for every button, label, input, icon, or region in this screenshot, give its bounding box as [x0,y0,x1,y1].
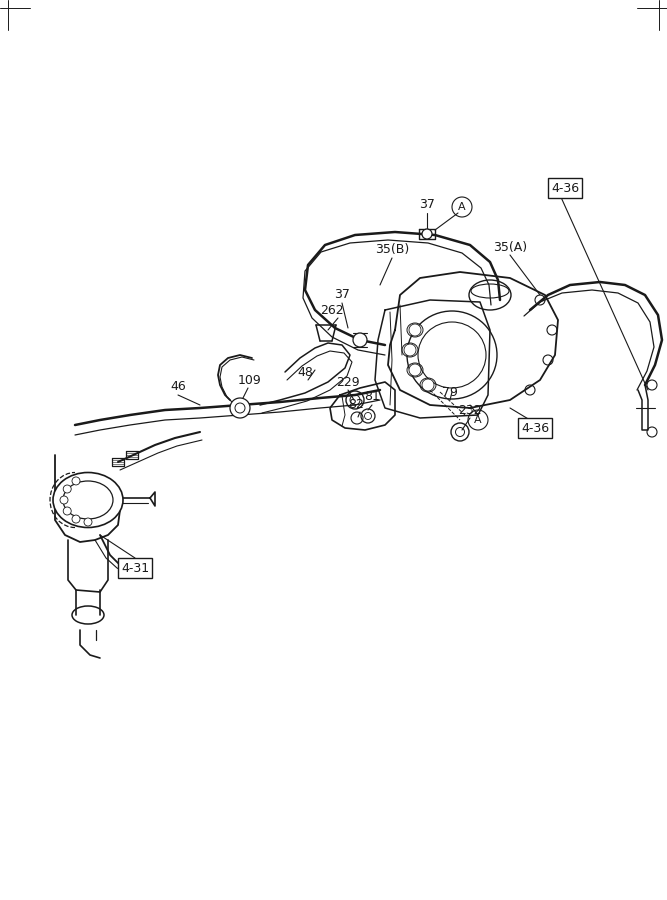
Circle shape [60,496,68,504]
Text: 35(A): 35(A) [493,241,527,255]
Circle shape [404,344,416,356]
Circle shape [353,333,367,347]
Text: 81: 81 [364,391,380,403]
Text: 46: 46 [170,381,186,393]
Text: 4-36: 4-36 [521,421,549,435]
Text: 48: 48 [297,365,313,379]
Text: A: A [458,202,466,212]
Text: 79: 79 [442,385,458,399]
Ellipse shape [53,472,123,527]
Text: 4-36: 4-36 [551,182,579,194]
Circle shape [63,485,71,493]
Text: 37: 37 [334,289,350,302]
Circle shape [72,477,80,485]
Circle shape [409,364,421,376]
Text: 232: 232 [458,403,482,417]
Text: 4-31: 4-31 [121,562,149,574]
Circle shape [63,507,71,515]
Text: A: A [474,415,482,425]
Circle shape [230,398,250,418]
Text: 35(B): 35(B) [375,244,409,256]
Circle shape [422,379,434,391]
Text: 262: 262 [320,303,344,317]
Circle shape [72,515,80,523]
Circle shape [409,324,421,336]
Text: 109: 109 [238,374,262,386]
Circle shape [422,229,432,239]
Text: 37: 37 [419,199,435,212]
Text: 229: 229 [336,375,360,389]
Circle shape [84,518,92,526]
Text: 82: 82 [348,399,364,411]
